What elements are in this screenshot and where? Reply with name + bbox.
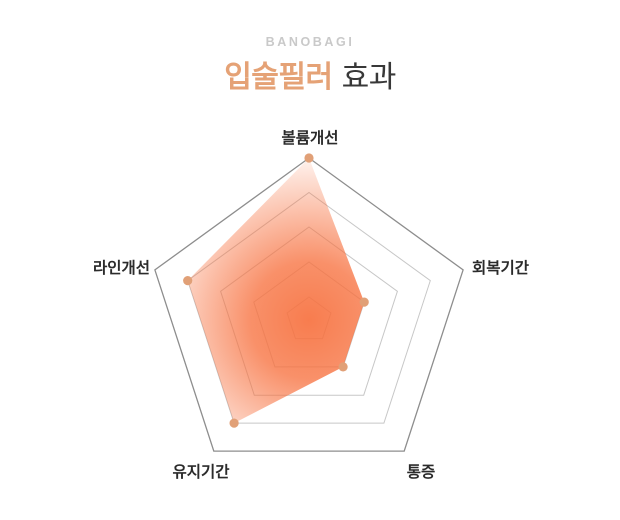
data-point-dot-2: [338, 362, 348, 372]
axis-label-4: 라인개선: [93, 258, 150, 277]
axis-label-2: 통증: [407, 463, 436, 481]
page-title-highlight: 입술필러: [224, 61, 333, 94]
data-point-dot-0: [304, 153, 314, 163]
radar-data-area: [187, 158, 365, 424]
radar-grid-outer-ring: [154, 157, 464, 452]
data-point-dot-4: [183, 276, 193, 286]
chart-header: BANOBAGI 입술필러 효과: [0, 0, 620, 96]
axis-label-1: 회복기간: [472, 258, 530, 277]
brand-text: BANOBAGI: [265, 35, 355, 49]
data-point-dot-1: [359, 297, 369, 307]
data-point-dot-3: [229, 418, 239, 428]
axis-label-3: 유지기간: [172, 463, 230, 481]
page-title: 입술필러 효과: [0, 61, 620, 96]
axis-label-0: 볼륨개선: [281, 128, 338, 147]
page-title-rest: 효과: [341, 61, 397, 94]
